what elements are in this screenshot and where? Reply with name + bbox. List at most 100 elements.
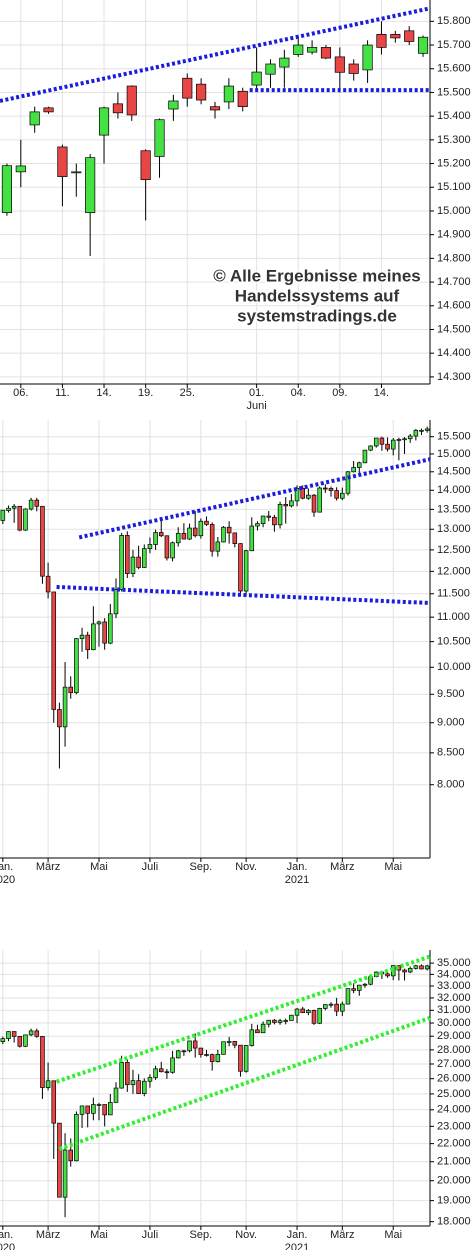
candle-body	[209, 106, 221, 111]
x-tick-label: März	[330, 1229, 354, 1241]
y-tick-label: 10.000	[437, 661, 471, 673]
candle-body	[57, 146, 68, 177]
watermark: systemstradings.de	[237, 306, 397, 325]
y-tick-label: 9.500	[437, 688, 465, 700]
y-tick-label: 24.000	[437, 1104, 471, 1116]
candle-body	[154, 119, 165, 157]
candle-body	[85, 1105, 90, 1114]
candle-body	[419, 965, 424, 970]
candle-body	[238, 1044, 243, 1072]
x-sub-label: Juni	[247, 400, 267, 412]
x-tick-label: Jan.	[287, 861, 308, 873]
y-tick-label: 13.500	[437, 503, 471, 515]
candle-body	[0, 509, 6, 521]
candle-body	[317, 1008, 322, 1024]
candle-body	[255, 1029, 260, 1034]
y-tick-label: 11.500	[437, 588, 470, 600]
candle-body	[328, 1003, 334, 1006]
y-tick-label: 31.000	[437, 1004, 471, 1016]
candle-body	[402, 438, 407, 441]
candle-body	[294, 488, 300, 502]
candle-body	[198, 1047, 204, 1055]
candle-body	[272, 516, 277, 526]
candle-body	[91, 623, 96, 651]
candle-body	[357, 984, 362, 991]
candle-body	[362, 449, 368, 464]
candle-body	[320, 47, 332, 59]
candle-body	[1, 165, 13, 213]
candle-body	[334, 1003, 339, 1012]
candle-body	[283, 504, 288, 507]
candle-body	[182, 77, 193, 99]
candle-body	[198, 520, 204, 537]
candle-body	[328, 488, 334, 491]
candle-body	[40, 505, 45, 577]
y-tick-label: 15.700	[437, 39, 471, 51]
candle-body	[34, 1030, 40, 1037]
candle-body	[204, 520, 209, 525]
candle-body	[266, 515, 272, 518]
candle-body	[170, 542, 175, 559]
candle-body	[237, 90, 248, 108]
candle-body	[345, 988, 351, 1005]
candle-body	[130, 556, 136, 574]
y-tick-label: 23.000	[437, 1120, 471, 1132]
candle-body	[17, 505, 23, 531]
y-tick-label: 14.000	[437, 484, 471, 496]
candle-body	[192, 1040, 198, 1049]
trendline	[0, 6, 431, 103]
candle-body	[153, 532, 158, 545]
candle-body	[6, 507, 11, 511]
candle-body	[317, 487, 322, 513]
y-tick-label: 14.900	[437, 229, 471, 241]
y-tick-label: 15.600	[437, 63, 471, 75]
candle-body	[232, 1041, 238, 1046]
candle-body	[251, 71, 262, 86]
y-tick-label: 10.500	[437, 636, 471, 648]
candle-body	[153, 1068, 158, 1078]
candle-body	[113, 1087, 119, 1103]
candle-body	[136, 1080, 141, 1094]
candle-body	[243, 550, 249, 592]
candle-body	[379, 437, 385, 445]
trendline	[78, 457, 431, 540]
x-tick-label: Sep.	[190, 1229, 213, 1241]
y-tick-label: 22.000	[437, 1138, 471, 1150]
candle-body	[226, 526, 232, 534]
candle-body	[402, 969, 407, 973]
candle-body	[279, 57, 290, 68]
candle-body	[283, 1020, 288, 1022]
x-tick-label: Mai	[90, 1229, 108, 1241]
x-tick-label: 11.	[55, 387, 69, 399]
x-tick-label: 14.	[374, 387, 389, 399]
y-tick-label: 21.000	[437, 1156, 471, 1168]
candle-body	[142, 1080, 147, 1094]
candle-body	[390, 439, 396, 450]
candle-body	[175, 1050, 181, 1059]
candle-body	[125, 1062, 130, 1086]
candle-body	[74, 638, 79, 693]
candle-body	[142, 548, 147, 568]
candle-body	[226, 1041, 232, 1043]
candle-body	[158, 532, 164, 537]
candle-body	[215, 1053, 221, 1062]
y-tick-label: 14.500	[437, 466, 471, 478]
y-tick-label: 15.500	[437, 431, 471, 443]
candle-body	[265, 63, 276, 75]
x-tick-label: Jan.	[287, 1229, 308, 1241]
candle-body	[168, 100, 179, 110]
candle-body	[187, 527, 192, 540]
candle-body	[164, 535, 170, 559]
candle-body	[23, 1034, 28, 1047]
candle-body	[417, 36, 429, 54]
candle-body	[255, 523, 260, 527]
candle-body	[221, 526, 226, 543]
candle-body	[28, 1030, 34, 1036]
candle-body	[181, 1050, 187, 1053]
y-tick-label: 15.800	[437, 15, 471, 27]
candle-body	[340, 1003, 345, 1012]
x-tick-label: März	[36, 1229, 60, 1241]
